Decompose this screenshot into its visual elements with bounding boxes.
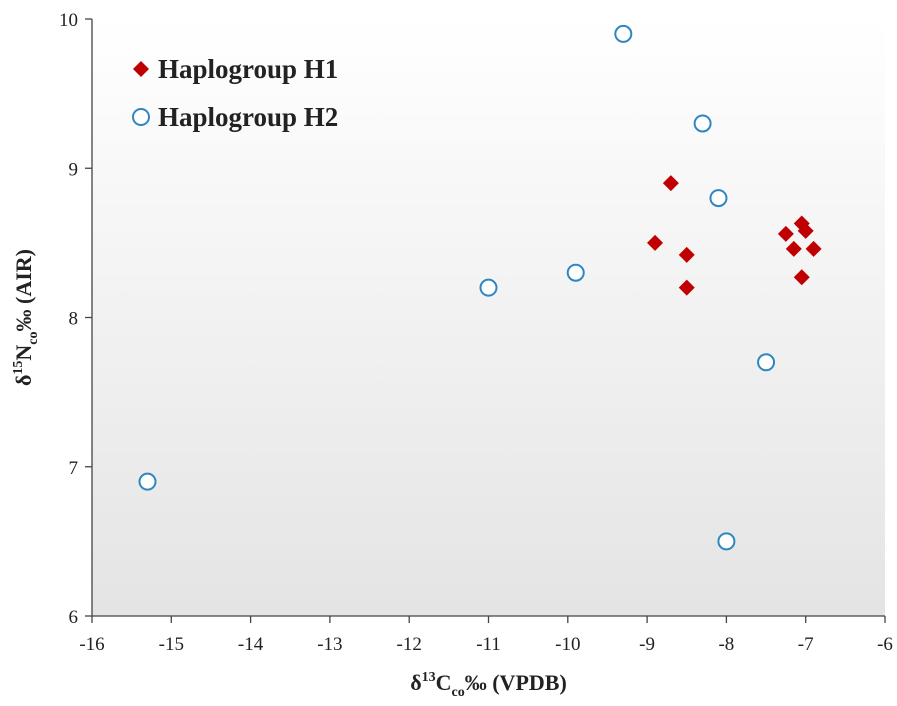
x-tick-label: -10	[555, 634, 580, 655]
h2-data-point	[717, 532, 736, 551]
h1-data-point	[647, 234, 664, 251]
plot-area	[92, 19, 885, 616]
h2-data-point	[757, 353, 776, 372]
x-tick-label: -14	[238, 634, 264, 655]
h1-data-point	[678, 246, 695, 263]
h1-data-point	[797, 222, 814, 239]
x-tick-label: -12	[397, 634, 422, 655]
y-tick-label: 7	[69, 458, 79, 479]
x-tick-label: -8	[718, 634, 734, 655]
legend-diamond-marker	[133, 61, 149, 77]
h1-data-point	[805, 240, 822, 257]
y-tick-label: 8	[69, 309, 79, 330]
legend-label: Haplogroup H2	[158, 102, 338, 132]
x-tick-label: -6	[877, 634, 893, 655]
legend: Haplogroup H1 Haplogroup H2	[132, 54, 338, 132]
h1-data-point	[785, 240, 802, 257]
data-points	[138, 24, 822, 551]
x-axis-ticks: -16 -15 -14 -13 -12 -11 -10 -9 -8 -7 -6	[79, 616, 893, 655]
y-axis-title: δ15Nco‰ (AIR)	[11, 249, 41, 386]
y-axis-ticks: 6 7 8 9 10	[59, 10, 92, 628]
h2-data-point	[709, 189, 728, 208]
x-tick-label: -11	[476, 634, 501, 655]
h1-data-point	[793, 269, 810, 286]
y-tick-label: 9	[69, 159, 79, 180]
h2-data-point	[693, 114, 712, 133]
h2-data-point	[614, 24, 633, 43]
h2-data-point	[479, 278, 498, 297]
h2-data-point	[138, 472, 157, 491]
h2-data-point	[566, 263, 585, 282]
h1-data-point	[678, 279, 695, 296]
h1-data-point	[777, 225, 794, 242]
h1-data-point	[662, 175, 679, 192]
x-tick-label: -13	[317, 634, 342, 655]
y-tick-label: 6	[69, 607, 79, 628]
x-axis-title: δ13Cco‰ (VPDB)	[410, 670, 567, 700]
legend-label: Haplogroup H1	[158, 54, 338, 84]
legend-circle-marker	[132, 108, 150, 126]
x-tick-label: -7	[798, 634, 814, 655]
x-tick-label: -9	[639, 634, 655, 655]
y-tick-label: 10	[59, 10, 78, 31]
x-tick-label: -15	[159, 634, 184, 655]
x-tick-label: -16	[79, 634, 104, 655]
